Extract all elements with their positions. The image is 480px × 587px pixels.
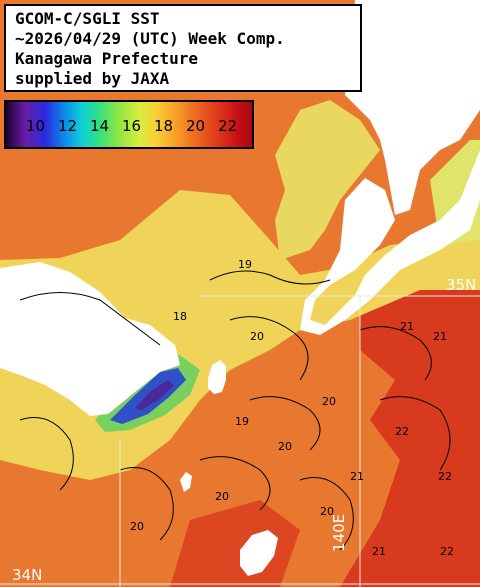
contour-line	[19, 292, 161, 346]
contour-label: 21	[400, 320, 414, 333]
legend-color-bar	[6, 102, 252, 147]
contour-line	[19, 417, 74, 491]
contour-label: 20	[322, 395, 336, 408]
longitude-label-140e: 140E	[330, 513, 348, 552]
latitude-label-34n: 34N	[12, 566, 43, 584]
title-date: ~2026/04/29 (UTC) Week Comp.	[15, 29, 285, 48]
contour-label: 20	[250, 330, 264, 343]
contour-line	[199, 456, 271, 511]
legend-label: 12	[58, 117, 78, 135]
land-north-peninsula	[345, 0, 480, 215]
legend-label: 16	[122, 117, 142, 135]
contour-label: 22	[395, 425, 409, 438]
cold-water-center	[135, 380, 174, 410]
contour-label: 18	[173, 310, 187, 323]
color-legend: 10 12 14 16 18 20 22	[4, 100, 254, 149]
contour-line	[229, 316, 309, 381]
legend-label: 10	[26, 117, 46, 135]
contour-label: 20	[278, 440, 292, 453]
contour-label: 20	[320, 505, 334, 518]
warm-water-patch	[170, 500, 300, 587]
contour-label: 20	[215, 490, 229, 503]
sst-contours	[19, 270, 451, 551]
contour-label: 21	[433, 330, 447, 343]
legend-label: 14	[90, 117, 110, 135]
contour-line	[209, 270, 331, 285]
warm-water-zone	[340, 260, 480, 587]
land-small-island	[180, 472, 192, 492]
land-west	[0, 262, 180, 416]
land-northwest	[0, 270, 15, 300]
title-credit: supplied by JAXA	[15, 69, 170, 88]
land-island	[208, 360, 226, 394]
title-box: GCOM-C/SGLI SST ~2026/04/29 (UTC) Week C…	[4, 4, 362, 92]
land-south-island	[240, 530, 278, 576]
legend-label: 22	[218, 117, 238, 135]
contour-label: 22	[438, 470, 452, 483]
contour-line	[249, 396, 321, 451]
latitude-label-35n: 35N	[446, 276, 477, 294]
contour-label: 19	[235, 415, 249, 428]
contour-label: 20	[130, 520, 144, 533]
graticule	[0, 295, 480, 587]
contour-label: 22	[440, 545, 454, 558]
contour-line	[379, 396, 451, 471]
contour-label: 21	[372, 545, 386, 558]
title-product: GCOM-C/SGLI SST	[15, 9, 160, 28]
contour-label: 19	[238, 258, 252, 271]
contour-line	[299, 477, 354, 551]
contour-line	[119, 467, 174, 541]
legend-label: 20	[186, 117, 206, 135]
contour-line	[359, 326, 432, 381]
cool-water-bay-north	[275, 100, 380, 260]
contour-label: 21	[350, 470, 364, 483]
legend-label: 18	[154, 117, 174, 135]
title-region: Kanagawa Prefecture	[15, 49, 199, 68]
land-bay-shore	[300, 150, 480, 335]
